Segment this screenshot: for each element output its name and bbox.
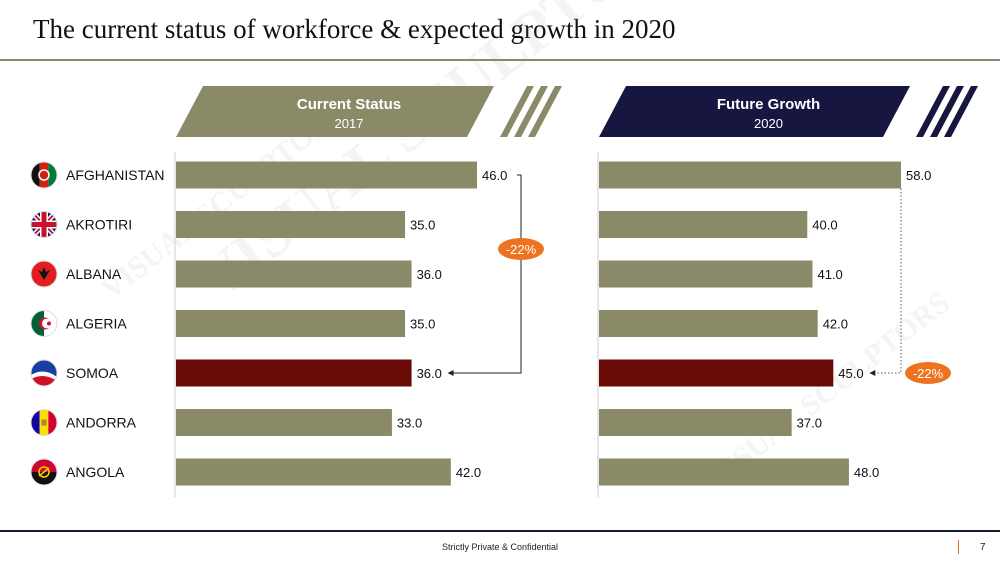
category-label: ANDORRA [66, 415, 137, 431]
category-label: AKROTIRI [66, 217, 132, 233]
callout-connector [451, 174, 522, 374]
bar [599, 359, 834, 387]
data-label: 35.0 [410, 317, 435, 332]
future-growth-header [599, 86, 910, 137]
callout-label: -22% [506, 242, 537, 257]
callout-label: -22% [913, 366, 944, 381]
bar [599, 310, 818, 337]
page-title: The current status of workforce & expect… [33, 14, 676, 44]
bar [176, 409, 392, 436]
data-label: 33.0 [397, 416, 422, 431]
data-label: 41.0 [817, 267, 842, 282]
footer-accent [958, 540, 959, 554]
bar [176, 458, 451, 486]
header-stripe [514, 86, 548, 137]
header-stripe [916, 86, 950, 137]
footer-divider [0, 530, 1000, 532]
category-label: ALBANA [66, 266, 122, 282]
bar [176, 211, 406, 238]
title-divider [0, 59, 1000, 61]
afghanistan-flag-icon [30, 161, 58, 189]
data-label: 37.0 [797, 416, 822, 431]
panel-header-year: 2017 [335, 116, 364, 131]
data-label: 42.0 [456, 465, 481, 480]
panel-header-title: Future Growth [717, 96, 820, 113]
data-label: 42.0 [823, 317, 848, 332]
callout-connector [873, 188, 902, 374]
header-stripe [944, 86, 978, 137]
algeria-flag-icon [30, 310, 58, 337]
current-status-header [176, 86, 494, 137]
panel-header-year: 2020 [754, 116, 783, 131]
category-label: AFGHANISTAN [66, 167, 165, 183]
header-stripe [500, 86, 534, 137]
header-stripe [528, 86, 562, 137]
category-label: SOMOA [66, 365, 119, 381]
callout-arrowhead [869, 370, 876, 376]
albania-flag-icon [30, 260, 58, 288]
bar [599, 458, 849, 486]
panel-header-title: Current Status [297, 96, 401, 113]
data-label: 40.0 [812, 218, 837, 233]
data-label: 36.0 [417, 366, 442, 381]
bar [176, 161, 477, 189]
bar [176, 359, 412, 387]
data-label: 48.0 [854, 465, 879, 480]
bar [599, 161, 901, 189]
callout-badge [905, 362, 951, 384]
data-label: 46.0 [482, 168, 507, 183]
samoa-flag-icon [30, 359, 58, 387]
bar [599, 409, 792, 436]
data-label: 35.0 [410, 218, 435, 233]
bar [176, 310, 406, 337]
page-number: 7 [980, 542, 986, 553]
data-label: 58.0 [906, 168, 931, 183]
angola-flag-icon [30, 458, 58, 486]
callout-badge [498, 238, 544, 260]
category-label: ALGERIA [66, 316, 127, 332]
header-stripe [930, 86, 964, 137]
data-label: 45.0 [838, 366, 863, 381]
category-label: ANGOLA [66, 464, 125, 480]
bar [599, 260, 813, 288]
data-label: 36.0 [417, 267, 442, 282]
uk-flag-icon [30, 211, 58, 238]
footer-confidential: Strictly Private & Confidential [441, 542, 559, 552]
callout-arrowhead [447, 370, 454, 376]
bar [176, 260, 412, 288]
bar [599, 211, 808, 238]
andorra-flag-icon [30, 409, 58, 436]
